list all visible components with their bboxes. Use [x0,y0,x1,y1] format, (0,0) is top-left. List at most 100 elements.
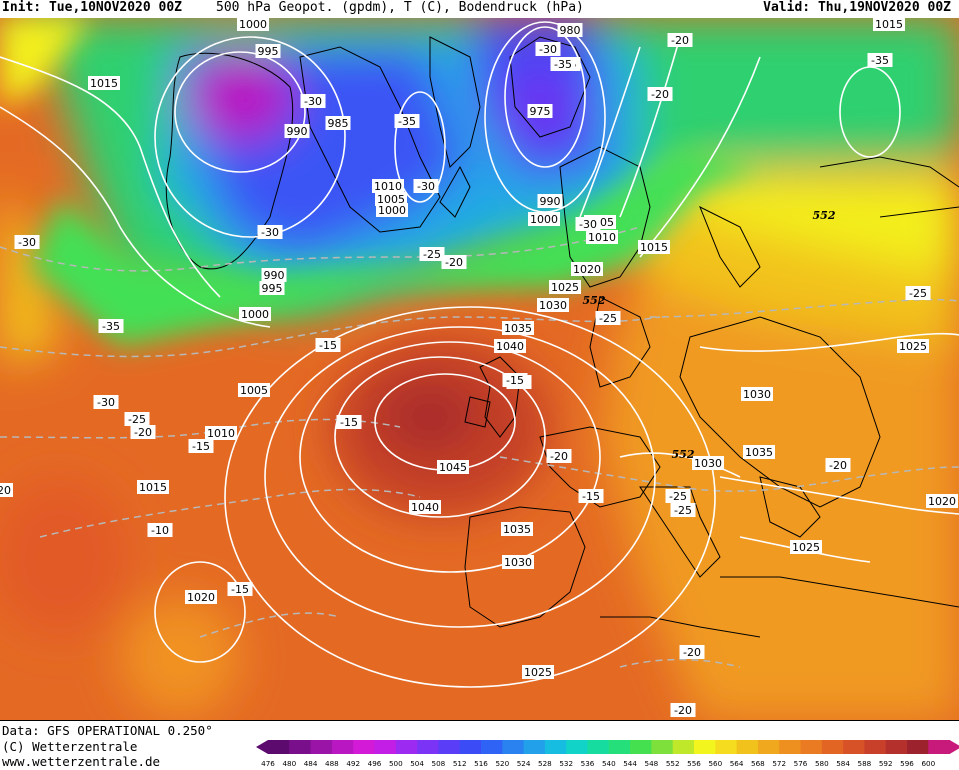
legend-swatch [523,740,546,754]
svg-text:-15: -15 [506,374,524,387]
svg-text:-30: -30 [97,396,115,409]
legend-value: 512 [452,759,467,768]
legend-swatch [544,740,567,754]
legend-swatch [907,740,929,754]
legend-swatch [374,740,397,754]
legend-value: 496 [367,759,382,768]
legend-value: 516 [474,759,488,768]
legend-value: 488 [325,759,339,768]
temperature-label: -20 [679,645,705,659]
pressure-label: 1025 [522,665,554,679]
svg-text:1015: 1015 [875,18,903,31]
legend-swatch [331,740,354,754]
pressure-label: 1035 [743,445,775,459]
legend-swatch [864,740,887,754]
svg-text:1045: 1045 [439,461,467,474]
svg-text:1015: 1015 [640,241,668,254]
svg-text:1010: 1010 [207,427,235,440]
svg-text:1000: 1000 [239,18,267,31]
legend-swatch [694,740,716,754]
legend-swatch [268,740,290,754]
pressure-label: 1035 [502,321,534,335]
legend-swatch [715,740,738,754]
pressure-label: 1015 [638,240,670,254]
svg-text:1020: 1020 [573,263,601,276]
geopotential-label: 552 [813,209,836,222]
legend-value: 508 [431,759,446,768]
legend-value: 536 [580,759,595,768]
pressure-label: 1000 [376,203,408,217]
legend-swatch [821,740,844,754]
pressure-label: 1000 [528,212,560,226]
svg-text:995: 995 [258,45,279,58]
temperature-label: -20 [130,425,156,439]
temperature-label: -30 [300,94,326,108]
legend-value: 484 [303,759,318,768]
temperature-label: -30 [535,42,561,56]
pressure-label: 1000 [237,17,269,31]
valid-time: Valid: Thu,19NOV2020 00Z [763,0,951,15]
legend-swatch [928,740,951,754]
legend-swatch [587,740,610,754]
svg-text:-30: -30 [539,43,557,56]
svg-text:-20: -20 [829,459,847,472]
pressure-labels: 1000995101599098510101005100099099510009… [88,17,958,679]
pressure-label: 990 [261,268,287,282]
svg-text:-35: -35 [871,54,889,67]
svg-text:1020: 1020 [928,495,956,508]
svg-text:990: 990 [264,269,285,282]
svg-text:-30: -30 [304,95,322,108]
weather-map: 1000 995 1015 990 985 1010 1005 1000 990 995 1000 9… [0,17,959,721]
pressure-label: 1035 [501,522,533,536]
legend-value: 576 [793,759,808,768]
legend-swatch [289,740,312,754]
geopotential-label: 552 [672,448,695,461]
pressure-label: 1010 [205,426,237,440]
legend-value: 580 [814,759,829,768]
legend-arrow-high [949,740,959,754]
variables-title: 500 hPa Geopot. (gpdm), T (C), Bodendruc… [216,0,584,15]
temperature-label: -35 [550,57,576,71]
legend-swatch [438,740,461,754]
pressure-label: 975 [527,104,553,118]
svg-text:-20: -20 [134,426,152,439]
credits: Data: GFS OPERATIONAL 0.250° (C) Wetterz… [2,723,213,770]
pressure-label: 1010 [586,230,618,244]
svg-text:-25: -25 [423,248,441,261]
svg-text:980: 980 [560,24,581,37]
pressure-label: 1025 [790,540,822,554]
temperature-label: -10 [147,523,173,537]
legend-value: 568 [751,759,765,768]
init-time: Init: Tue,10NOV2020 00Z [2,0,183,15]
temperature-label: -20 [667,33,693,47]
color-legend [256,740,959,754]
legend-value: 524 [516,759,531,768]
svg-text:-15: -15 [340,416,358,429]
geopotential-labels: 552 552 552 [583,209,836,461]
svg-text:1020: 1020 [187,591,215,604]
pressure-label: 1030 [692,456,724,470]
legend-swatch [779,740,801,754]
svg-text:-30: -30 [417,180,435,193]
svg-text:1010: 1010 [588,231,616,244]
pressure-label: 1015 [137,480,169,494]
legend-swatch [566,740,588,754]
legend-swatch [481,740,503,754]
legend-value: 548 [644,759,659,768]
pressure-label: 990 [537,194,563,208]
svg-text:990: 990 [540,195,561,208]
temperature-label: -20 [670,703,696,717]
website-text: www.wetterzentrale.de [2,754,161,769]
pressure-label: 1030 [502,555,534,569]
legend-value: 600 [921,759,936,768]
temperature-label: -30 [413,179,439,193]
legend-arrow-low [256,740,268,754]
svg-text:1035: 1035 [504,322,532,335]
temperature-label: -30 [575,217,601,231]
temperature-label: -25 [905,286,931,300]
svg-text:-20: -20 [445,256,463,269]
legend-swatch [672,740,695,754]
legend-value: 540 [601,759,616,768]
temperature-label: -15 [578,489,604,503]
temperature-labels: -30-30-35-30-30-25-20-20-35-30-25-20-15-… [0,33,931,717]
